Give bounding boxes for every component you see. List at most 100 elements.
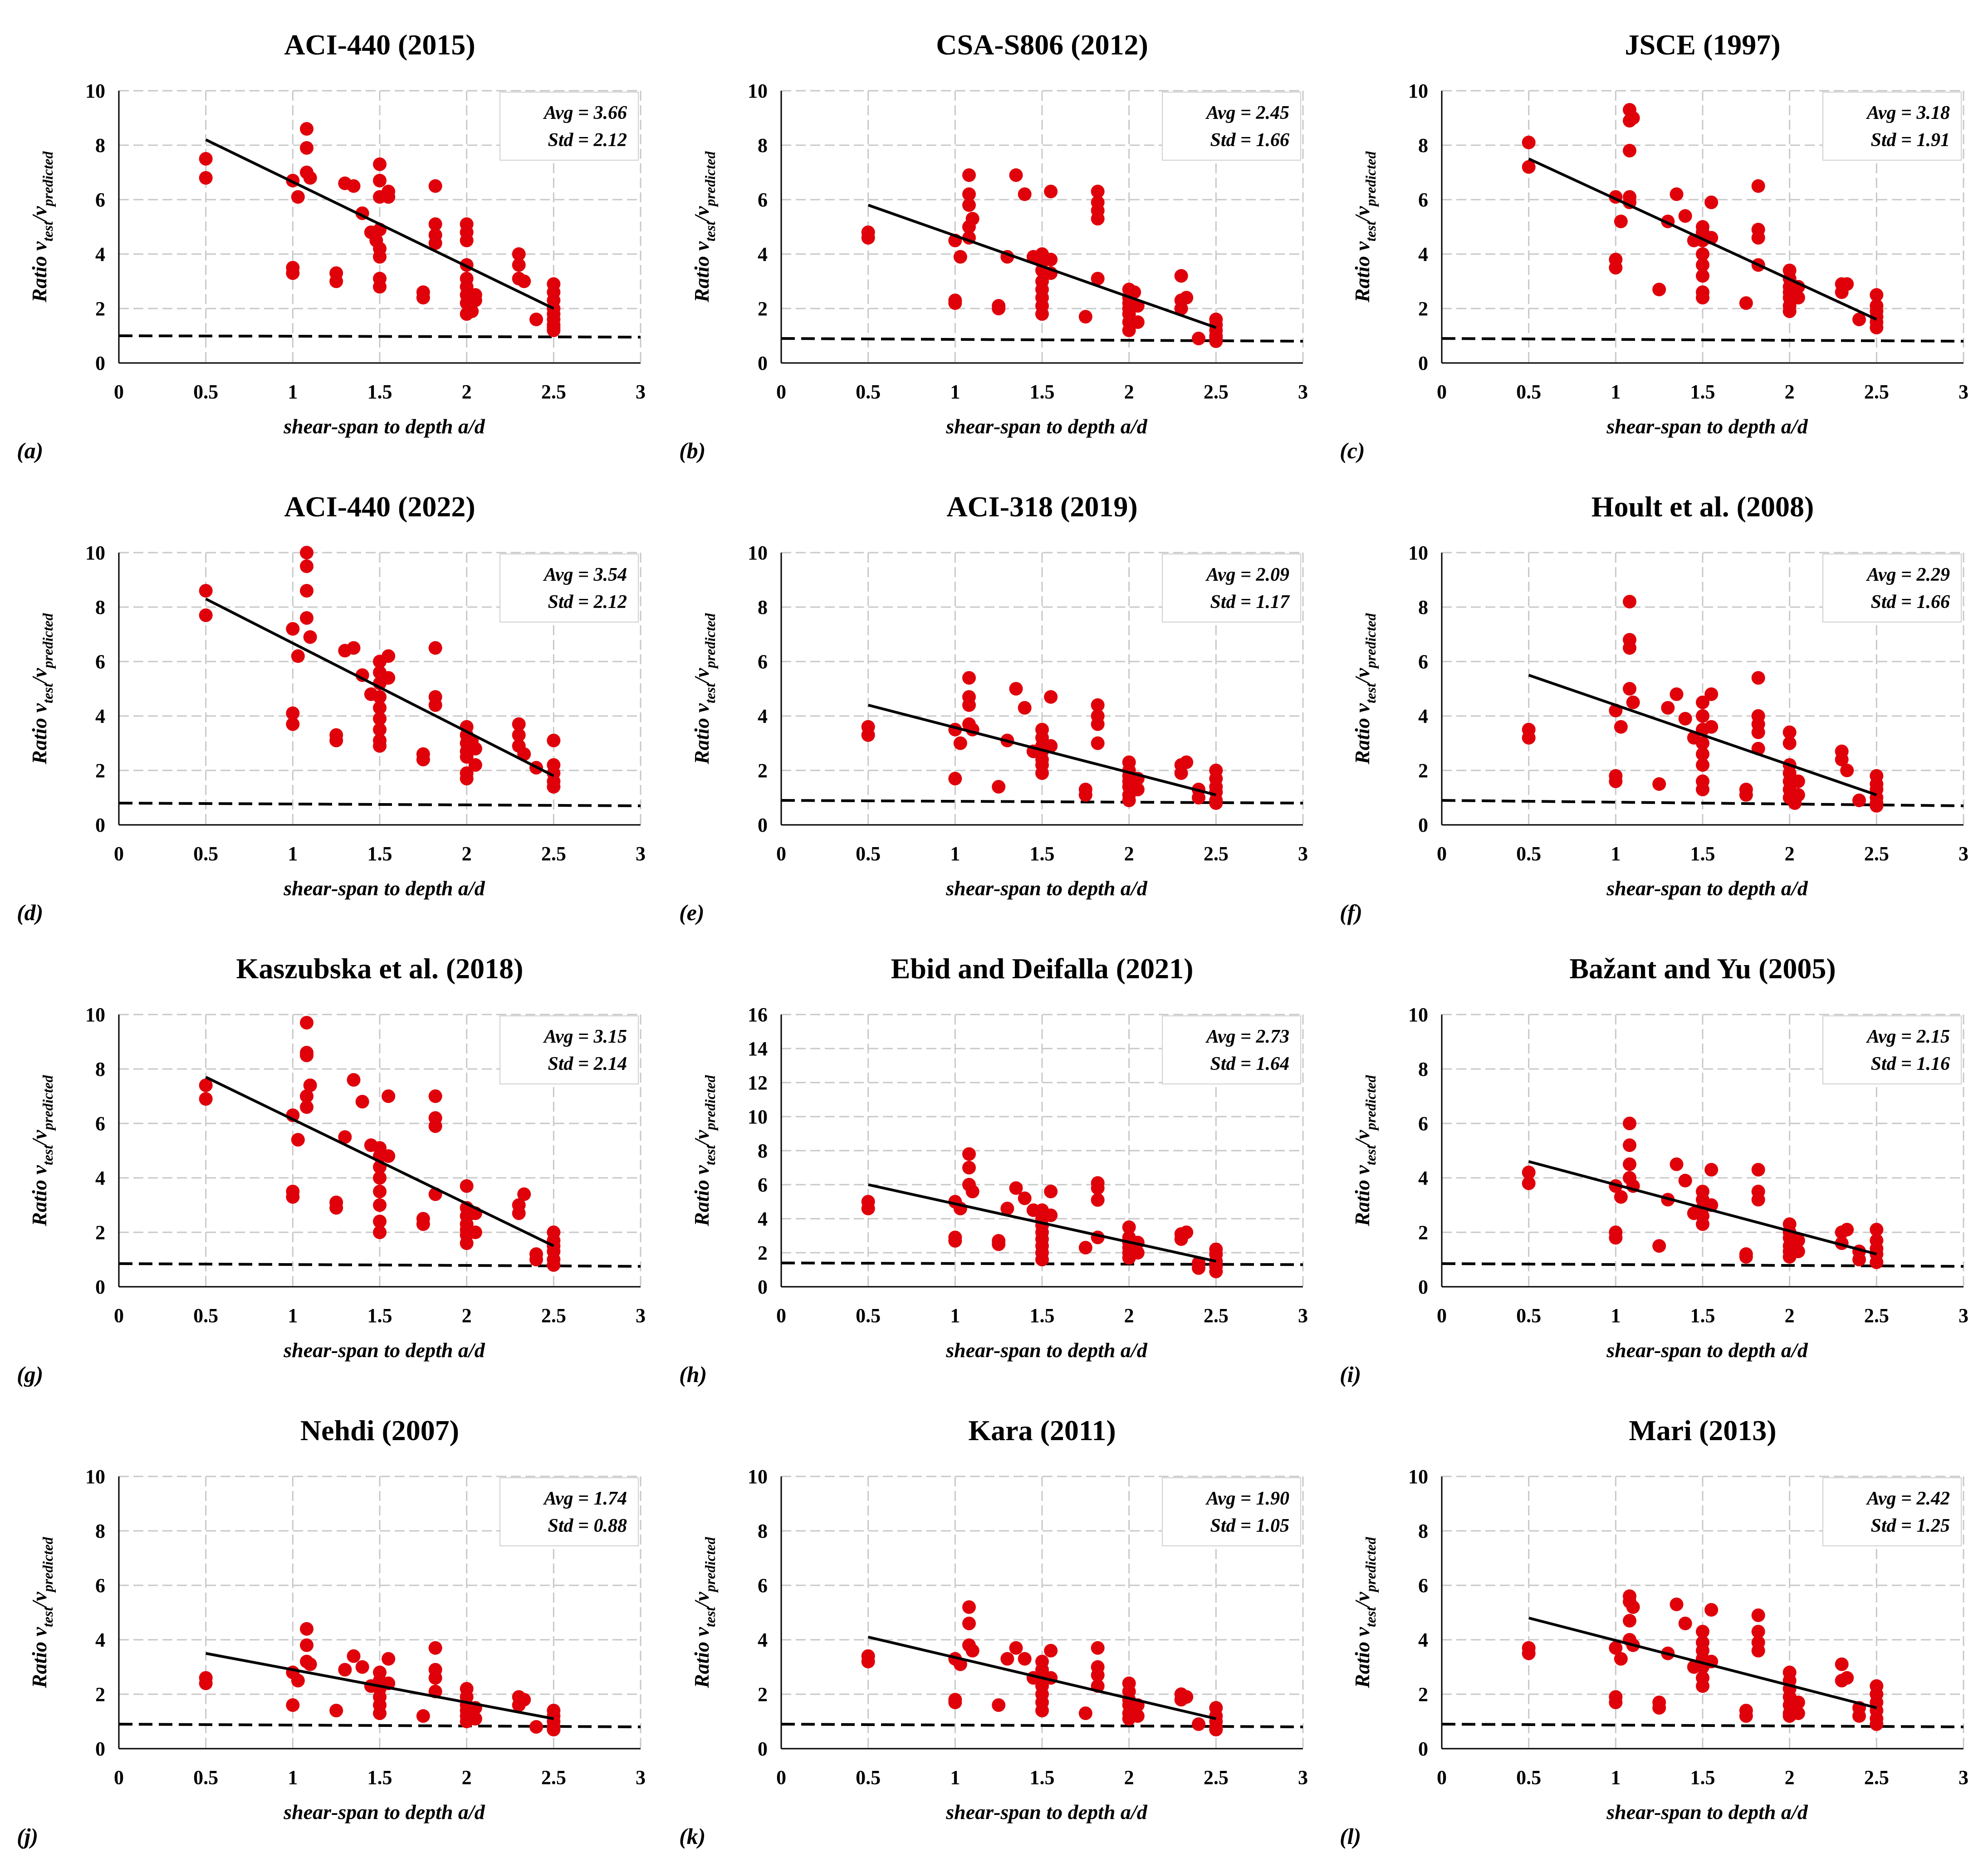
x-tick-label: 3 <box>636 843 646 865</box>
data-point <box>1739 1250 1753 1264</box>
data-point <box>1174 766 1188 780</box>
data-point <box>1696 1217 1709 1231</box>
panel-letter: (j) <box>17 1824 38 1849</box>
data-point <box>291 1674 305 1687</box>
y-tick-label: 2 <box>95 298 105 320</box>
data-point <box>338 1663 352 1677</box>
data-point <box>303 171 317 185</box>
y-tick-label: 8 <box>95 1058 105 1080</box>
x-tick-label: 2.5 <box>1204 1304 1229 1327</box>
panel-letter: (e) <box>679 900 705 925</box>
x-tick-label: 1.5 <box>1690 843 1715 865</box>
data-point <box>1626 696 1640 709</box>
data-point <box>1739 788 1753 802</box>
y-tick-label: 8 <box>758 1520 768 1542</box>
data-point <box>1091 717 1105 731</box>
data-point <box>1739 1709 1753 1723</box>
y-tick-label: 10 <box>1408 80 1428 102</box>
y-tick-label: 10 <box>1408 1466 1428 1488</box>
x-tick-label: 0.5 <box>1516 1304 1541 1327</box>
panel-letter: (a) <box>17 438 43 463</box>
y-axis-label-sub: test <box>702 1607 718 1628</box>
data-point <box>460 234 474 247</box>
x-tick-label: 1 <box>950 843 960 865</box>
data-point <box>512 717 526 731</box>
y-tick-label: 8 <box>95 1520 105 1542</box>
x-axis-label: shear-span to depth a/d <box>945 1800 1147 1824</box>
data-point <box>382 671 396 685</box>
y-axis-label-sub: predicted <box>702 613 718 670</box>
y-axis-label-sub: predicted <box>39 1075 56 1132</box>
data-point <box>291 649 305 663</box>
y-axis-label: Ratio vtest/vpredicted <box>28 1537 56 1689</box>
y-axis-label-sub: predicted <box>702 1537 718 1593</box>
panel-letter: (d) <box>17 900 43 925</box>
data-point <box>861 1201 875 1216</box>
stats-box <box>1822 1015 1962 1084</box>
data-point <box>373 1215 387 1228</box>
panel-letter: (c) <box>1340 438 1365 463</box>
x-tick-label: 0.5 <box>856 1766 881 1789</box>
x-tick-label: 1 <box>288 843 298 865</box>
data-point <box>1835 1657 1849 1671</box>
data-point <box>1522 136 1536 149</box>
data-point <box>1091 1181 1105 1195</box>
y-tick-label: 0 <box>758 1276 768 1298</box>
data-point <box>416 753 430 766</box>
x-tick-label: 0 <box>776 381 786 403</box>
chart-title: Ebid and Deifalla (2021) <box>891 952 1194 985</box>
data-point <box>948 1234 962 1248</box>
x-tick-label: 2.5 <box>1864 1766 1889 1789</box>
data-point <box>300 584 313 598</box>
trend-line <box>205 138 554 310</box>
data-point <box>373 1185 387 1198</box>
panel-letter: (h) <box>679 1362 707 1387</box>
y-axis-label-sub: predicted <box>702 1075 718 1132</box>
data-point <box>1623 1157 1636 1171</box>
x-tick-label: 1.5 <box>1690 1304 1715 1327</box>
y-axis-label-sub: test <box>702 221 718 242</box>
panel-9: Bažant and Yu (2005) 0 2 4 6 8 10 0 0.5 1 1.5 2 2.5 3… <box>1340 952 1968 1387</box>
y-tick-label: 2 <box>1418 298 1428 320</box>
data-point <box>1614 1652 1628 1666</box>
y-tick-label: 6 <box>758 651 768 673</box>
y-axis-label-sep: /v <box>1351 668 1374 685</box>
data-point <box>1131 315 1145 329</box>
y-tick-label: 8 <box>95 134 105 157</box>
x-axis-label: shear-span to depth a/d <box>945 1338 1147 1362</box>
data-point <box>1018 1191 1032 1205</box>
y-tick-label: 6 <box>1418 651 1428 673</box>
data-point <box>1522 160 1536 174</box>
data-point <box>962 1617 976 1630</box>
data-point <box>1870 1717 1884 1731</box>
x-tick-label: 1 <box>1611 381 1621 403</box>
x-tick-label: 2 <box>1785 381 1795 403</box>
x-tick-label: 2.5 <box>1204 1766 1229 1789</box>
data-point <box>1696 783 1709 796</box>
data-point <box>1704 1603 1719 1617</box>
data-point <box>962 671 976 685</box>
data-point <box>547 1258 561 1272</box>
data-point <box>460 772 474 785</box>
stats-std: Std = 2.12 <box>548 592 627 613</box>
data-point <box>1044 1208 1058 1222</box>
data-point <box>1091 272 1105 285</box>
x-tick-label: 0 <box>1437 1304 1447 1327</box>
data-point <box>992 780 1006 794</box>
data-point <box>512 247 526 261</box>
x-tick-label: 1 <box>1611 843 1621 865</box>
data-point <box>529 1253 543 1266</box>
x-axis-label: shear-span to depth a/d <box>283 1800 485 1824</box>
data-point <box>1791 1706 1805 1720</box>
data-point <box>1791 788 1805 802</box>
data-point <box>1751 1163 1765 1177</box>
data-point <box>1174 302 1188 315</box>
data-point <box>1852 1709 1866 1723</box>
y-axis-label-sub: predicted <box>702 151 718 208</box>
data-point <box>382 1652 396 1666</box>
y-axis-label-main: Ratio v <box>28 1165 51 1227</box>
data-point <box>1078 1706 1092 1720</box>
x-tick-label: 1 <box>950 1766 960 1789</box>
data-point <box>1174 269 1188 283</box>
